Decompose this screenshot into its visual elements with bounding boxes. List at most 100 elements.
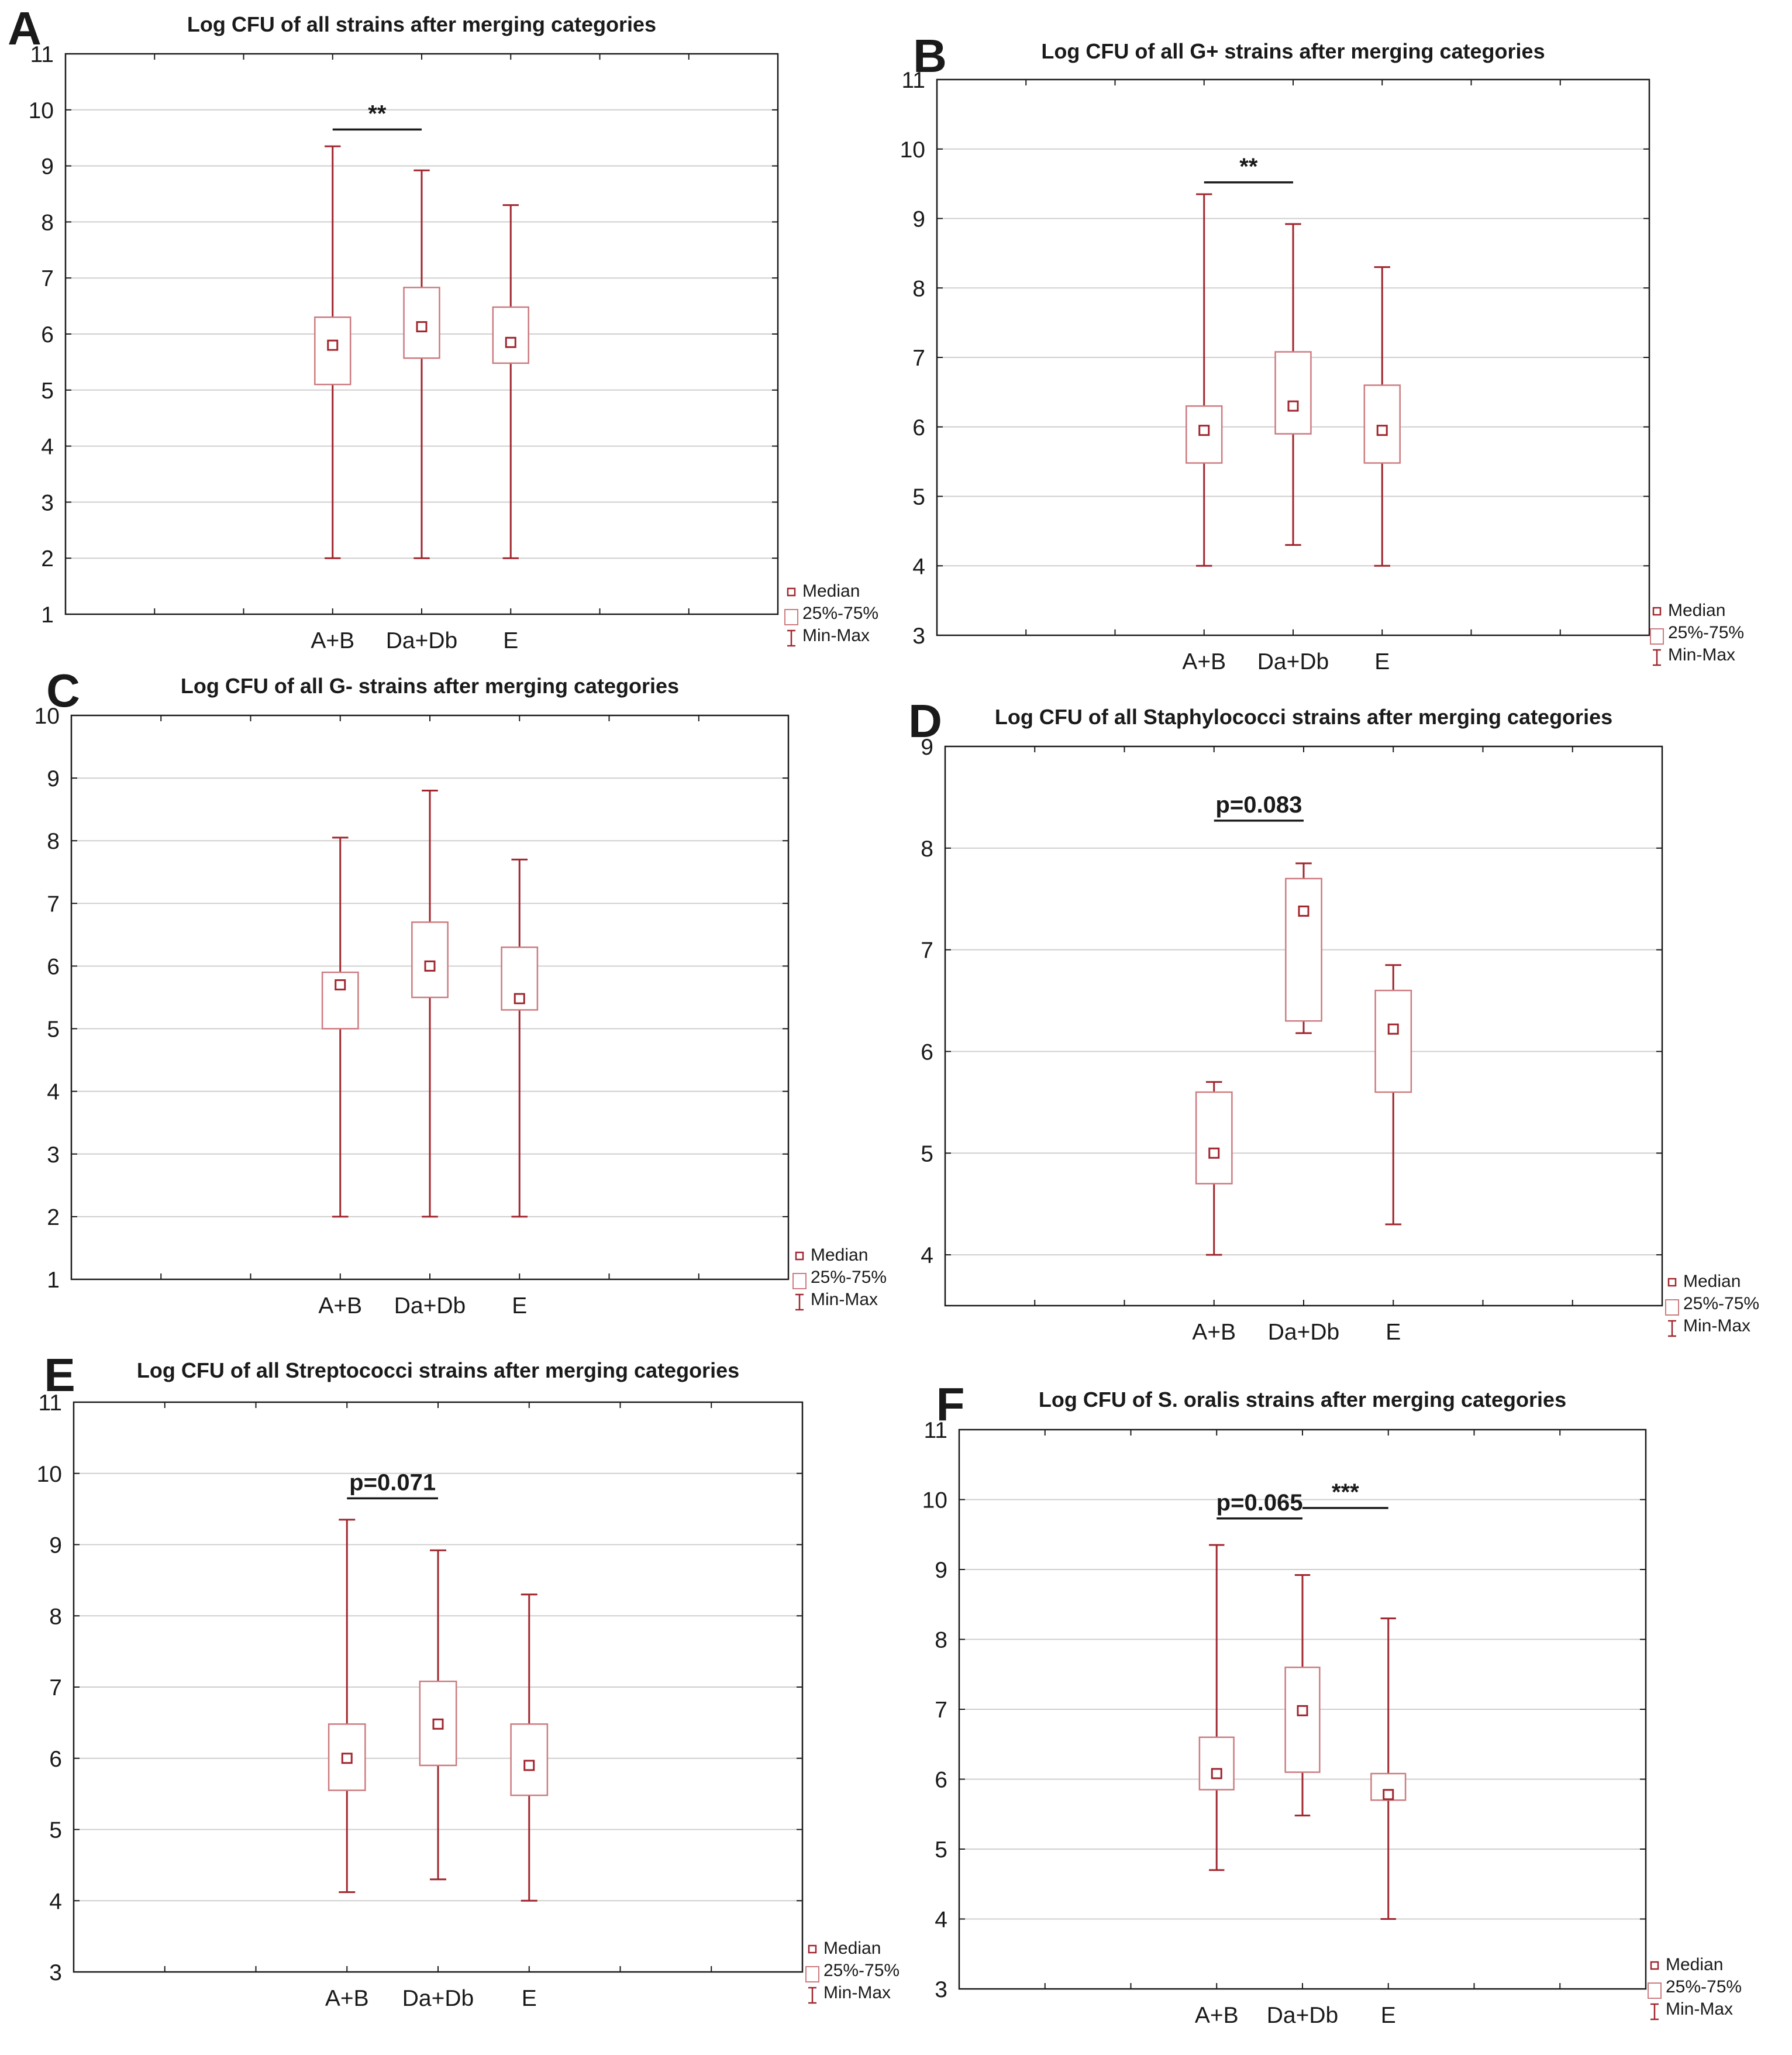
significance-annotation: p=0.065 [1217,1490,1303,1520]
x-tick-label: A+B [325,1986,369,2011]
y-tick-label: 9 [49,1533,62,1558]
median-marker [1376,425,1388,436]
plot-frame [944,745,1663,1307]
y-tick-label: 8 [47,829,60,854]
y-tick-label: 4 [935,1908,947,1933]
y-tick-label: 1 [47,1268,60,1293]
median-marker [1211,1768,1222,1779]
y-tick-label: 2 [41,546,54,572]
x-tick-label: A+B [1192,1320,1236,1345]
iqr-box [1195,1091,1233,1185]
box-e [1370,1617,1407,1920]
median-marker [424,960,436,972]
y-tick-label: 3 [49,1960,62,1985]
iqr-box [492,306,529,364]
legend-iqr-icon [792,1273,807,1289]
box-a-b [314,145,351,559]
box-e [510,1593,549,1902]
y-tick-label: 6 [935,1768,947,1793]
y-tick-label: 8 [935,1628,947,1653]
y-tick-label: 8 [921,837,933,862]
median-marker [341,1753,353,1764]
median-marker [505,336,516,348]
median-marker [523,1760,535,1771]
box-e [1374,964,1412,1226]
y-tick-label: 8 [41,210,54,235]
y-tick-label: 8 [912,276,925,301]
y-tick-label: 5 [921,1141,933,1166]
panel-label: D [908,695,942,747]
box-e [492,204,529,559]
plot-frame [64,53,779,615]
box-a-b [321,837,359,1218]
y-tick-label: 11 [924,1418,948,1443]
plot-frame [936,78,1650,636]
y-tick-label: 7 [47,891,60,917]
y-tick-label: 7 [41,266,54,291]
box-a-b [1186,193,1223,567]
x-tick-label: A+B [311,628,354,653]
panel-f: F Log CFU of S. oralis strains after merg… [922,1378,1742,2028]
chart-title: Log CFU of S. oralis strains after mergi… [1039,1388,1566,1412]
panel-label: E [44,1349,75,1401]
iqr-box [1274,351,1312,435]
x-tick-label: E [1381,2003,1396,2028]
median-marker [335,979,346,991]
y-tick-label: 9 [921,735,933,760]
y-tick-label: 9 [935,1558,947,1583]
chart-title: Log CFU of all strains after merging cat… [187,12,656,36]
legend-iqr-label: 25%-75% [823,1961,900,1980]
box-da-db [411,790,449,1218]
legend-median-icon [1650,1961,1659,1970]
y-tick-label: 8 [49,1604,62,1629]
significance-annotation: *** [1302,1479,1388,1509]
x-tick-label: A+B [1195,2003,1239,2028]
median-marker [1298,906,1309,917]
y-tick-label: 3 [47,1142,60,1168]
legend-range-label: Min-Max [1666,1999,1733,2019]
y-tick-label: 5 [41,378,54,404]
chart-title: Log CFU of all Streptococci strains afte… [137,1358,739,1382]
x-tick-label: E [512,1293,527,1319]
y-tick-label: 9 [41,154,54,180]
box-e [1363,266,1401,567]
panel-label: C [46,665,80,717]
iqr-box [1186,405,1223,464]
legend-median-label: Median [802,581,860,601]
median-marker [327,339,339,351]
legend-range-label: Min-Max [802,626,870,645]
y-tick-label: 6 [41,322,54,347]
legend-iqr-icon [1650,628,1664,645]
y-tick-label: 6 [49,1747,62,1772]
legend-median-label: Median [823,1939,881,1958]
median-marker [432,1718,444,1730]
significance-annotation: ** [332,101,422,131]
y-tick-label: 4 [41,435,54,460]
y-tick-label: 10 [37,1462,62,1487]
plot-frame [73,1401,804,1973]
median-marker [514,993,525,1004]
y-tick-label: 1 [41,603,54,628]
iqr-box [1284,1667,1321,1773]
y-tick-label: 11 [39,1390,63,1416]
plot-frame [958,1428,1647,1990]
median-marker [1297,1705,1308,1716]
iqr-box [1198,1736,1235,1791]
iqr-box [314,316,351,385]
box-a-b [328,1519,366,1894]
x-tick-label: E [1374,649,1390,674]
y-tick-label: 5 [935,1837,947,1863]
iqr-box [1285,877,1322,1022]
x-tick-label: Da+Db [402,1986,474,2011]
significance-label: ** [368,101,387,126]
box-da-db [1284,1574,1321,1817]
x-tick-label: Da+Db [1268,1320,1339,1345]
iqr-box [1370,1772,1407,1801]
legend-iqr-label: 25%-75% [1668,623,1744,642]
legend-median-icon [1652,607,1662,616]
